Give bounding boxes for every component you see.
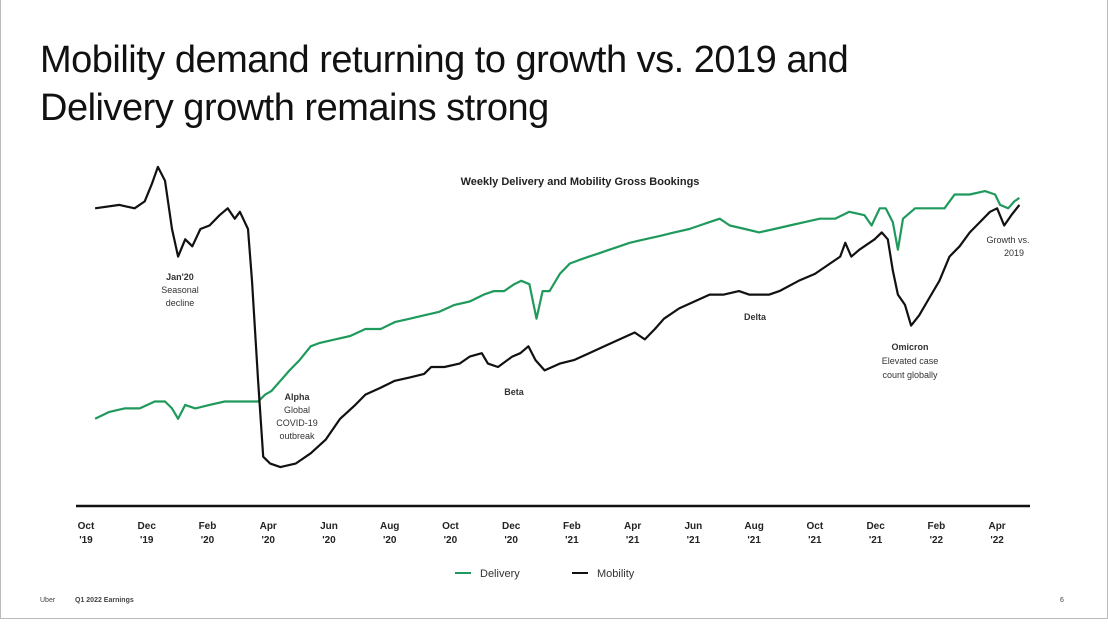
x-tick-year: '19 [140,535,154,546]
x-tick-year: '21 [687,535,701,546]
annotation-omicron-line: count globally [882,370,938,380]
legend-delivery-label: Delivery [480,568,520,580]
x-tick-year: '22 [990,535,1004,546]
x-axis-ticks: Oct '19 Dec '19 Feb '20 Apr '20 Jun '20 Aug '20 Oct '… [78,521,1006,546]
x-tick-year: '21 [869,535,883,546]
annotations: Jan'20 Seasonal decline Alpha Global COV… [161,235,1029,441]
x-tick-year: '21 [747,535,761,546]
annotation-omicron-line: Elevated case [882,356,939,366]
footer-brand: Uber [40,597,56,604]
annotation-alpha-title: Alpha [284,392,310,402]
x-tick-year: '20 [201,535,215,546]
annotation-growth-line: Growth vs. [986,235,1029,245]
x-tick-year: '21 [565,535,579,546]
x-tick-month: Oct [807,521,824,532]
annotation-alpha-line: Global [284,405,310,415]
annotation-growth-line: 2019 [1004,248,1024,258]
x-tick-month: Dec [138,521,157,532]
legend: Delivery Mobility [455,568,635,580]
x-tick-month: Jun [685,521,703,532]
x-tick-month: Feb [563,521,581,532]
x-tick-month: Feb [199,521,217,532]
x-tick-month: Feb [927,521,945,532]
annotation-omicron-title: Omicron [891,342,928,352]
x-tick-year: '20 [322,535,336,546]
series-lines [94,165,1021,469]
x-tick-year: '20 [444,535,458,546]
annotation-delta-title: Delta [744,312,767,322]
mobility-series-line [94,165,1021,469]
x-tick-month: Dec [502,521,521,532]
x-tick-month: Apr [988,521,1005,532]
delivery-series-line [94,190,1021,420]
x-tick-month: Aug [380,521,399,532]
annotation-jan20-line: Seasonal [161,285,199,295]
slide-title-line-2: Delivery growth remains strong [40,87,549,129]
x-tick-month: Apr [624,521,641,532]
x-tick-month: Oct [78,521,95,532]
x-tick-year: '21 [626,535,640,546]
x-tick-month: Jun [320,521,338,532]
x-tick-month: Oct [442,521,459,532]
annotation-alpha-line: COVID-19 [276,418,318,428]
x-tick-month: Dec [866,521,885,532]
x-tick-year: '20 [504,535,518,546]
legend-mobility-label: Mobility [597,568,635,580]
annotation-beta-title: Beta [504,387,525,397]
x-tick-year: '21 [808,535,822,546]
slide-title: Mobility demand returning to growth vs. … [40,36,849,132]
annotation-jan20-title: Jan'20 [166,272,194,282]
footer-text: Q1 2022 Earnings [75,597,134,604]
x-tick-year: '20 [383,535,397,546]
slide-title-line-1: Mobility demand returning to growth vs. … [40,39,849,81]
x-tick-year: '19 [79,535,93,546]
x-tick-month: Apr [260,521,277,532]
x-tick-year: '20 [261,535,275,546]
chart-title: Weekly Delivery and Mobility Gross Booki… [461,176,700,188]
x-tick-month: Aug [744,521,763,532]
page-number: 6 [1060,597,1064,604]
annotation-jan20-line: decline [166,298,195,308]
x-tick-year: '22 [930,535,944,546]
annotation-alpha-line: outbreak [279,431,315,441]
